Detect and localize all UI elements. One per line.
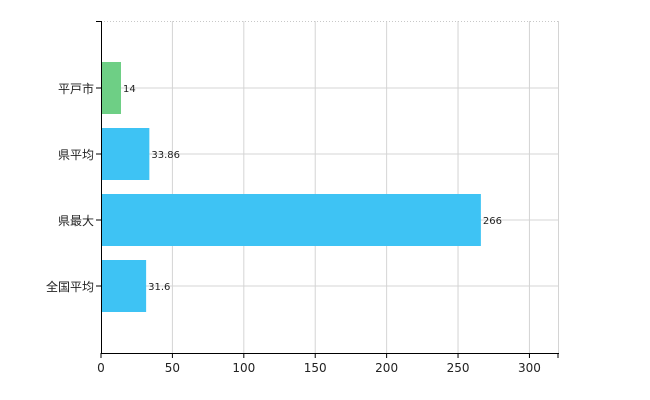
axes: [96, 21, 559, 358]
x-tick-label: 50: [165, 361, 180, 375]
bar-4: [101, 260, 147, 312]
x-tick-label: 200: [375, 361, 398, 375]
bar-value-label: 33.86: [151, 150, 180, 161]
x-tick-label: 250: [447, 361, 470, 375]
y-category-label: 県平均: [58, 148, 94, 162]
bar-2: [101, 128, 150, 180]
x-tick-label: 0: [97, 361, 105, 375]
x-tick-label: 150: [304, 361, 327, 375]
bar-value-label: 14: [123, 84, 136, 95]
labels: 14 33.86 266 31.6 0 50 100 150 200 250 300 平戸市県平均県最…: [46, 81, 541, 375]
y-category-label: 県最大: [58, 214, 94, 228]
bar-value-label: 31.6: [148, 282, 170, 293]
bar-1: [101, 62, 121, 114]
bar-3: [101, 194, 481, 246]
x-tick-label: 300: [518, 361, 541, 375]
x-tick-label: 100: [232, 361, 255, 375]
bars: [101, 62, 481, 312]
y-category-label: 平戸市: [58, 81, 94, 96]
grid-lines: [101, 21, 559, 353]
bar-value-label: 266: [483, 216, 502, 227]
y-category-label: 全国平均: [46, 279, 94, 294]
